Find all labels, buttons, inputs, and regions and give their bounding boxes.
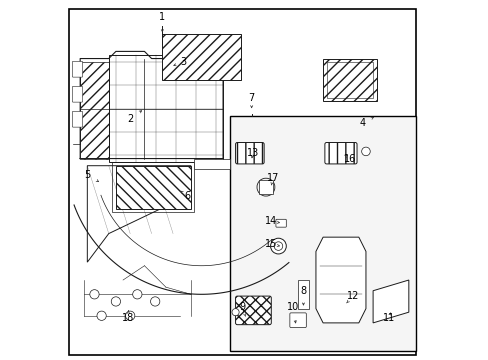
Circle shape — [125, 311, 135, 320]
Text: 7: 7 — [248, 93, 254, 103]
FancyBboxPatch shape — [235, 296, 271, 325]
FancyBboxPatch shape — [235, 143, 264, 164]
Circle shape — [274, 242, 282, 250]
Text: 17: 17 — [266, 173, 279, 183]
Text: 18: 18 — [122, 312, 134, 323]
Polygon shape — [194, 158, 230, 169]
Text: 9: 9 — [239, 302, 245, 312]
Text: 1: 1 — [159, 13, 165, 22]
Text: 14: 14 — [264, 216, 277, 226]
Polygon shape — [323, 59, 376, 102]
Text: 8: 8 — [300, 286, 306, 296]
Text: 10: 10 — [286, 302, 298, 312]
Circle shape — [150, 297, 160, 306]
Circle shape — [361, 147, 369, 156]
Bar — [116, 166, 190, 208]
Circle shape — [90, 290, 99, 299]
Text: 12: 12 — [346, 291, 359, 301]
Circle shape — [231, 309, 239, 316]
Circle shape — [111, 297, 121, 306]
FancyBboxPatch shape — [289, 313, 305, 328]
FancyBboxPatch shape — [275, 219, 285, 227]
Text: 6: 6 — [184, 191, 190, 201]
Text: 13: 13 — [247, 148, 259, 158]
FancyBboxPatch shape — [324, 143, 356, 164]
Polygon shape — [87, 166, 190, 262]
Text: 5: 5 — [84, 170, 90, 180]
FancyBboxPatch shape — [72, 111, 82, 127]
Text: 4: 4 — [359, 118, 365, 128]
Text: 11: 11 — [382, 312, 394, 323]
Text: 3: 3 — [181, 57, 186, 67]
Polygon shape — [258, 180, 272, 194]
Circle shape — [270, 238, 285, 254]
Bar — [108, 55, 223, 162]
FancyBboxPatch shape — [72, 86, 82, 102]
Text: 15: 15 — [264, 239, 277, 249]
Circle shape — [132, 290, 142, 299]
Bar — [230, 116, 415, 351]
Polygon shape — [372, 280, 408, 323]
Polygon shape — [298, 280, 308, 309]
FancyBboxPatch shape — [72, 62, 82, 77]
Text: 2: 2 — [127, 114, 133, 124]
Bar — [80, 62, 108, 158]
Bar — [112, 162, 194, 212]
Bar — [162, 33, 241, 80]
Text: 16: 16 — [343, 154, 355, 163]
Circle shape — [97, 311, 106, 320]
Polygon shape — [315, 237, 365, 323]
